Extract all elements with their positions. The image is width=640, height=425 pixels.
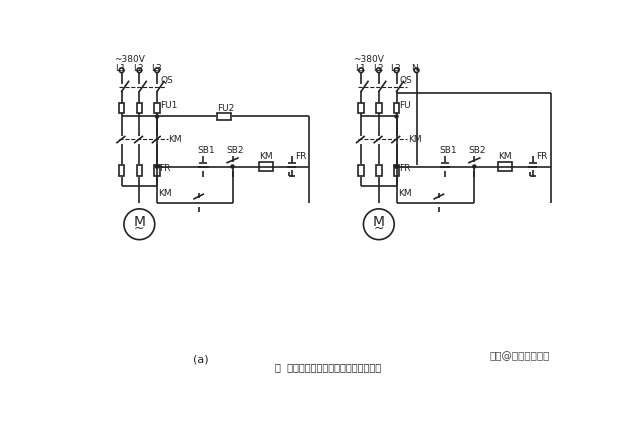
Text: FU2: FU2 [217,104,234,113]
Bar [358,102,364,113]
Text: KM: KM [259,152,273,161]
Bar [119,165,124,176]
Text: 头条@技成电工课堂: 头条@技成电工课堂 [490,351,550,361]
Text: L2: L2 [372,64,383,74]
Text: KM: KM [168,135,182,144]
Text: FR: FR [399,164,410,173]
Bar [154,102,160,113]
Text: (a): (a) [193,354,209,364]
Text: 图  接触器控制电动机单向运转控制线路: 图 接触器控制电动机单向运转控制线路 [275,362,381,372]
Circle shape [231,165,234,168]
Bar [376,165,381,176]
Text: KM: KM [398,189,412,198]
Bar [137,102,142,113]
Bar [394,165,399,176]
Text: KM: KM [408,135,422,144]
Bar [376,102,381,113]
Text: M: M [373,215,385,229]
Text: SB1: SB1 [439,146,456,155]
Text: SB2: SB2 [227,146,244,155]
Text: FU: FU [399,101,412,110]
Text: QS: QS [160,76,173,85]
Text: SB1: SB1 [197,146,215,155]
Bar [259,162,273,171]
Circle shape [156,165,159,168]
Bar [217,113,231,119]
Circle shape [156,115,159,118]
Bar [394,102,399,113]
Bar [119,102,124,113]
Circle shape [395,115,398,118]
Text: M: M [133,215,145,229]
Text: ~380V: ~380V [353,55,384,64]
Circle shape [395,165,398,168]
Text: FR: FR [536,152,547,161]
Text: ~: ~ [134,221,145,235]
Bar [498,162,512,171]
Text: KM: KM [498,152,512,161]
Circle shape [395,165,398,168]
Text: N: N [411,64,418,74]
Text: L3: L3 [151,64,162,74]
Bar [137,165,142,176]
Text: L1: L1 [355,64,365,74]
Text: SB2: SB2 [468,146,486,155]
Text: ~380V: ~380V [114,55,145,64]
Text: L1: L1 [115,64,126,74]
Text: FR: FR [159,164,171,173]
Text: L3: L3 [390,64,401,74]
Text: ~: ~ [374,221,384,235]
Text: KM: KM [159,189,172,198]
Text: FU1: FU1 [160,101,177,110]
Circle shape [473,165,476,168]
Text: FR: FR [295,152,307,161]
Bar [358,165,364,176]
Circle shape [156,165,159,168]
Text: QS: QS [399,76,412,85]
Bar [154,165,160,176]
Text: L2: L2 [133,64,144,74]
